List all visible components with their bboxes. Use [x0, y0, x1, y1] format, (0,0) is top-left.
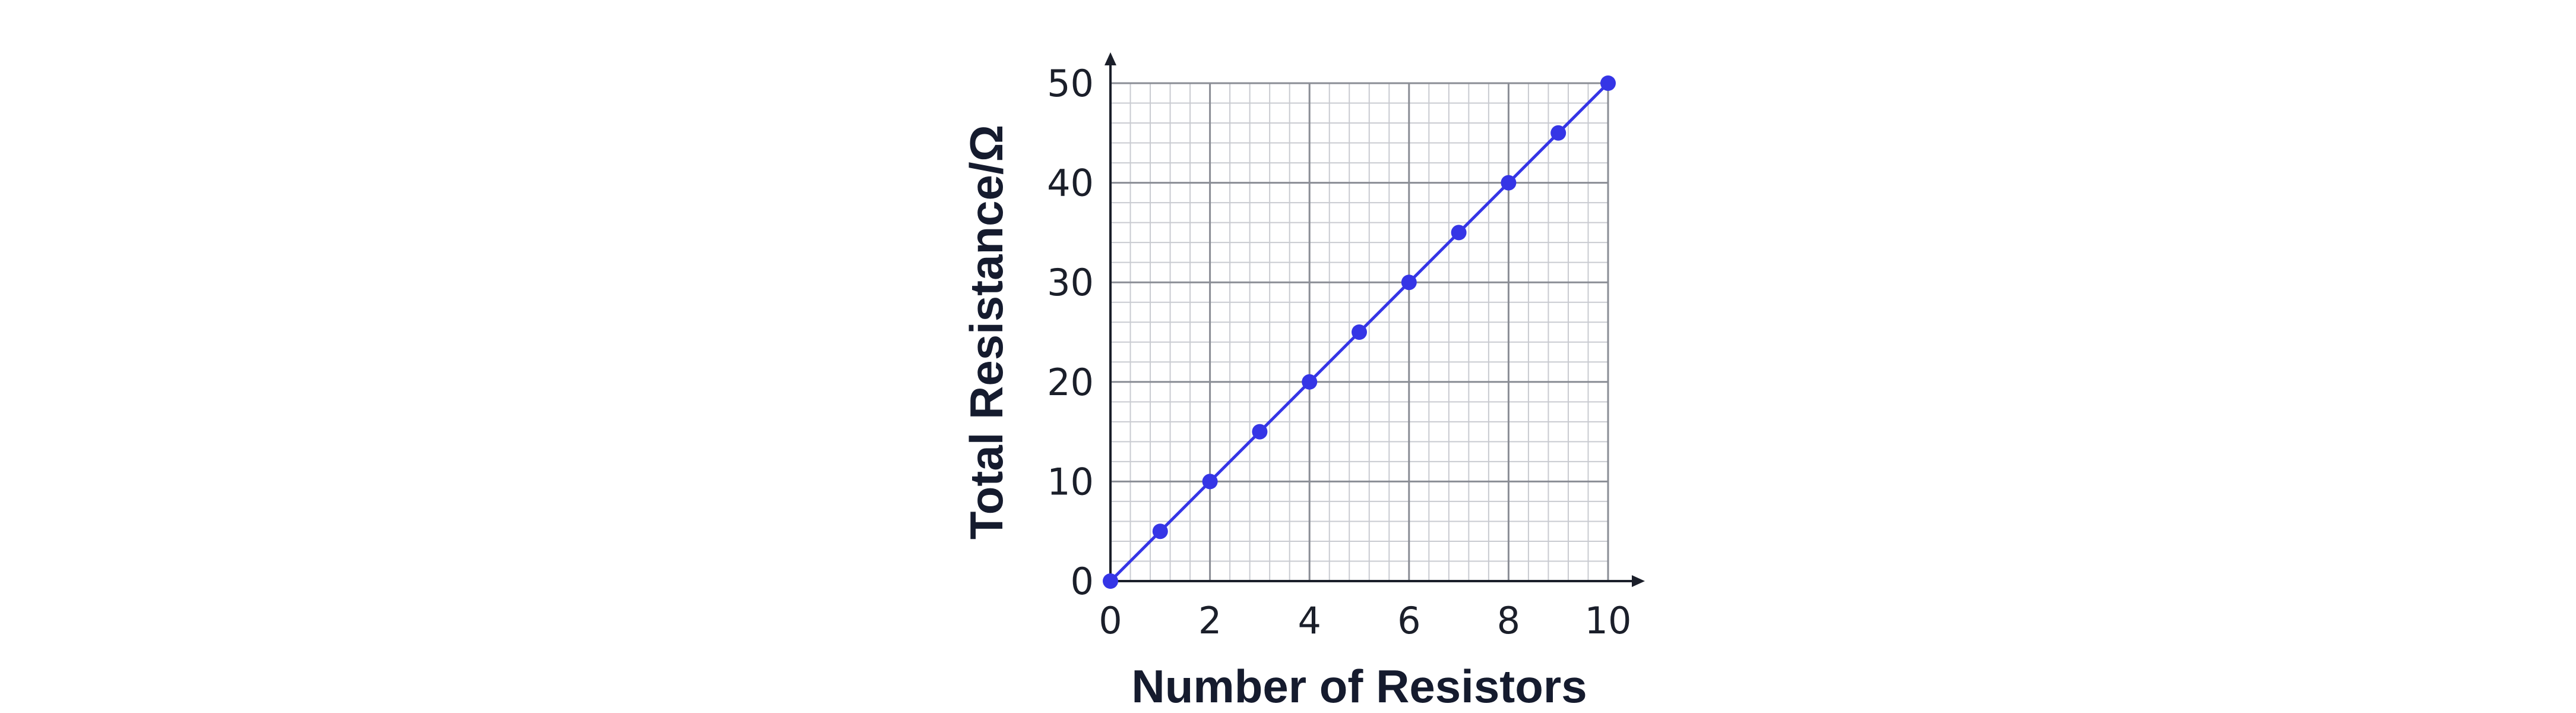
x-axis-title: Number of Resistors: [1131, 660, 1587, 712]
major-gridlines: [1110, 82, 1609, 581]
data-point: [1501, 175, 1517, 191]
y-tick-label: 30: [1047, 261, 1094, 304]
x-tick-label: 0: [1099, 599, 1122, 642]
x-tick-label: 8: [1497, 599, 1520, 642]
data-point: [1152, 523, 1168, 540]
data-point: [1302, 374, 1318, 390]
y-tick-label: 0: [1071, 560, 1094, 603]
x-tick-labels: 0 2 4 6 8 10: [1099, 599, 1631, 642]
x-tick-label: 2: [1198, 599, 1221, 642]
x-tick-label: 6: [1397, 599, 1420, 642]
y-tick-label: 10: [1047, 460, 1094, 503]
y-tick-label: 40: [1047, 162, 1094, 205]
y-axis-arrowhead: [1105, 52, 1116, 65]
data-point: [1103, 573, 1118, 589]
data-point: [1600, 75, 1616, 91]
y-tick-labels: 0 10 20 30 40 50: [1047, 62, 1094, 603]
y-tick-label: 20: [1047, 361, 1094, 404]
axes: [1105, 52, 1645, 587]
data-point: [1550, 125, 1567, 141]
y-tick-label: 50: [1047, 62, 1094, 105]
data-point: [1202, 474, 1218, 490]
data-point: [1401, 275, 1417, 291]
data-point: [1252, 424, 1268, 440]
x-tick-label: 10: [1585, 599, 1632, 642]
data-point: [1451, 225, 1467, 241]
series-layer: [1103, 75, 1616, 589]
x-axis-arrowhead: [1632, 575, 1645, 587]
y-axis-title: Total Resistance/Ω: [960, 125, 1012, 540]
x-tick-label: 4: [1298, 599, 1321, 642]
data-point: [1352, 324, 1367, 340]
